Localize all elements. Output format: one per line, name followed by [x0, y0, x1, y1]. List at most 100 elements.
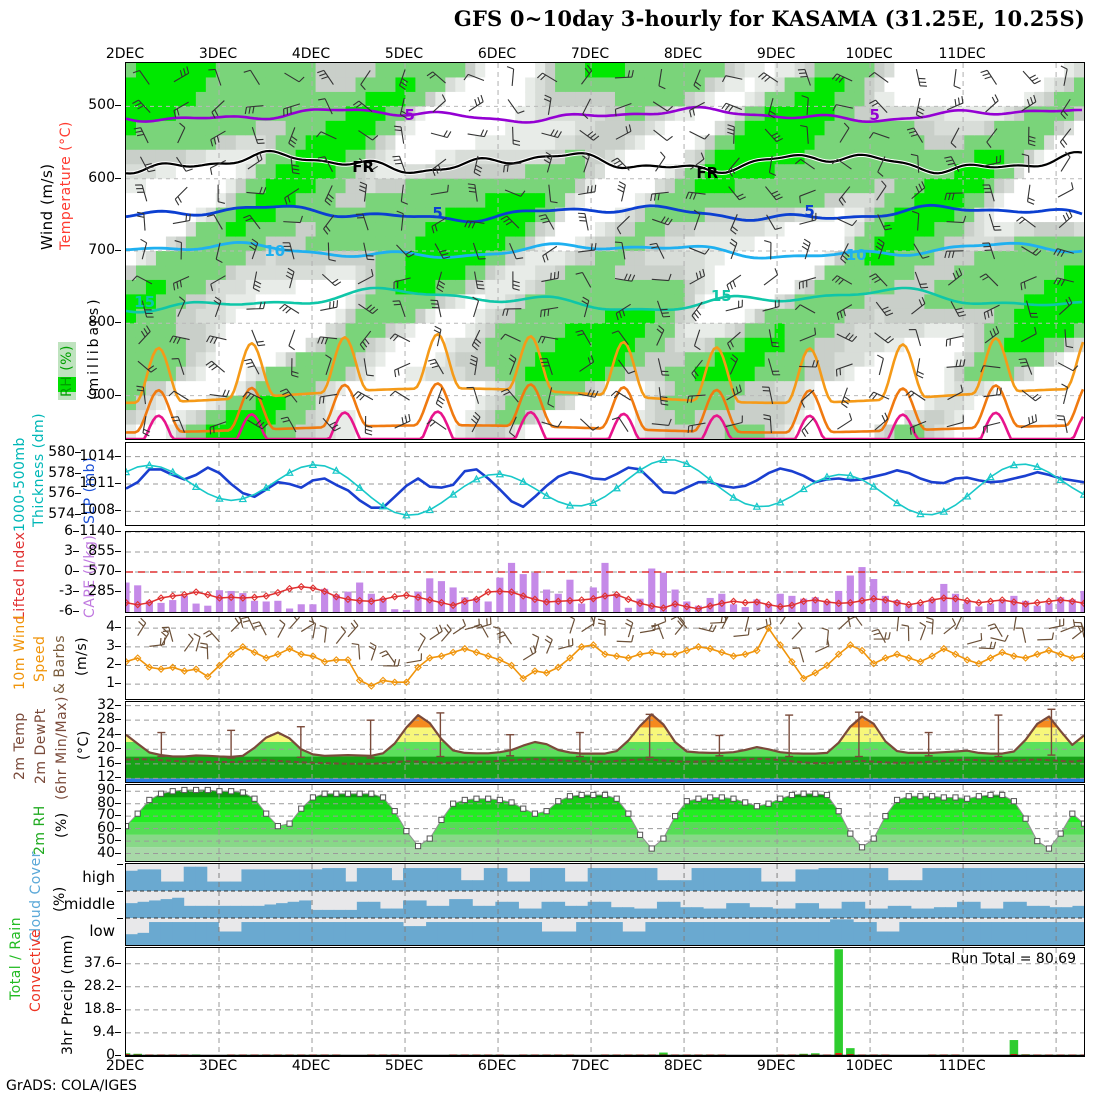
cloud-cover-panel[interactable] — [125, 863, 1085, 946]
y-tick-label: 28.2 — [83, 977, 115, 994]
date-tick-9dec: 9DEC — [756, 46, 796, 62]
contour-label: 10 — [845, 246, 867, 265]
run-total-text: Run Total = 80.69 — [951, 951, 1076, 967]
y-tick-mark — [73, 611, 79, 612]
y-tick-mark — [75, 513, 81, 515]
lifted-index-cape-panel[interactable] — [125, 531, 1085, 613]
cloud-row-tick — [117, 918, 123, 919]
y-tick-mark — [115, 802, 121, 804]
date-tick-4dec: 4DEC — [291, 46, 331, 62]
contour-label: 5 — [432, 204, 443, 223]
wind10m-label-1: 10m Wind — [12, 614, 28, 690]
y-tick-mark — [115, 483, 121, 484]
y-tick-mark — [115, 645, 121, 647]
rh2m-units-label: (%) — [54, 812, 70, 838]
y-tick-label: 9.4 — [92, 1023, 115, 1040]
y-tick-label: 576 — [48, 485, 75, 502]
y-tick-label: 80 — [97, 794, 115, 811]
y-tick-label: 285 — [88, 583, 115, 599]
y-tick-mark — [115, 510, 121, 512]
cloud-row-label-middle: middle — [63, 894, 115, 913]
y-tick-label: 28 — [97, 711, 115, 728]
y-tick-label: 40 — [97, 844, 115, 861]
y-tick-label: 12 — [97, 769, 115, 786]
y-tick-label: -3 — [59, 583, 73, 599]
y-tick-label: 4 — [106, 619, 115, 636]
rh2m-plot — [126, 785, 1084, 861]
wind10m-label-2: Speed — [32, 635, 48, 682]
cloud-row-label-low: low — [89, 921, 115, 940]
date-tick-3dec: 3DEC — [198, 46, 238, 62]
date-tick-6dec: 6DEC — [477, 1058, 517, 1074]
y-tick-label: 578 — [48, 464, 75, 481]
y-tick-label: 20 — [97, 740, 115, 757]
contour-label: 5 — [404, 106, 415, 125]
y-tick-label: 580 — [48, 444, 75, 461]
y-tick-mark — [115, 177, 121, 179]
y-tick-mark — [115, 777, 121, 779]
y-tick-mark — [115, 591, 121, 592]
minmax-label: (6hr Min/Max) — [54, 696, 70, 800]
temp2m-plot — [126, 702, 1084, 782]
y-tick-mark — [73, 531, 79, 532]
y-tick-mark — [115, 733, 121, 735]
y-tick-mark — [115, 531, 121, 532]
cloud-row-tick — [117, 864, 123, 865]
y-tick-label: 50 — [97, 832, 115, 849]
date-tick-3dec: 3DEC — [198, 1058, 238, 1074]
y-tick-mark — [115, 664, 121, 666]
y-tick-label: 1011 — [79, 475, 115, 491]
y-tick-label: 1 — [106, 675, 115, 692]
rh-axis-label: RH (%) — [58, 342, 76, 400]
y-tick-label: 500 — [88, 97, 115, 114]
y-tick-mark — [115, 250, 121, 251]
upper-air-panel[interactable]: 5 5 FR FR 5 5 10 10 15 15 — [125, 62, 1085, 440]
wind-barbs-label: & Barbs — [52, 635, 68, 694]
rh2m-panel[interactable] — [125, 784, 1085, 862]
thickness-label-2: Thickness (dm) — [31, 412, 47, 527]
y-tick-mark — [115, 719, 121, 721]
y-tick-label: 900 — [88, 386, 115, 403]
temp2m-panel[interactable] — [125, 701, 1085, 783]
temp2m-units-label: (°C) — [76, 730, 92, 760]
y-tick-label: 32 — [97, 696, 115, 713]
upper-air-plot — [126, 63, 1084, 439]
y-tick-mark — [115, 1008, 121, 1010]
temp2m-label: 2m Temp — [12, 712, 28, 780]
date-tick-8dec: 8DEC — [663, 46, 703, 62]
precip-axis-label: 3hr Precip (mm) — [60, 934, 76, 1055]
y-tick-mark — [73, 551, 79, 552]
y-tick-mark — [115, 840, 121, 842]
y-tick-mark — [115, 105, 121, 107]
convective-label: Convective — [28, 928, 44, 1012]
wind-axis-label: Wind (m/s) — [38, 163, 56, 250]
date-tick-7dec: 7DEC — [570, 46, 610, 62]
temperature-axis-label: Temperature (°C) — [58, 121, 74, 250]
y-tick-mark — [115, 762, 121, 764]
contour-label: 15 — [134, 292, 156, 311]
date-tick-11dec: 11DEC — [938, 1058, 986, 1074]
contour-label: 5 — [869, 106, 880, 125]
y-tick-mark — [115, 394, 121, 396]
thickness-slp-panel[interactable] — [125, 442, 1085, 526]
top-date-axis: 2DEC 3DEC 4DEC 5DEC 6DEC 7DEC 8DEC 9DEC 10DEC 11D… — [0, 46, 1100, 64]
y-tick-label: 18.8 — [83, 1000, 115, 1017]
y-tick-mark — [115, 1031, 121, 1033]
contour-label: 10 — [264, 242, 286, 260]
y-tick-label: 1140 — [79, 523, 115, 539]
page-title: GFS 0~10day 3-hourly for KASAMA (31.25E,… — [453, 6, 1085, 31]
total-rain-label: Total / Rain — [8, 916, 24, 1000]
thickness-slp-plot — [126, 443, 1084, 525]
y-tick-label: 855 — [88, 543, 115, 559]
y-tick-mark — [73, 591, 79, 592]
precip-panel[interactable]: Run Total = 80.69 — [125, 947, 1085, 1057]
wind10m-units-label: (m/s) — [74, 636, 90, 676]
y-tick-mark — [115, 551, 121, 552]
y-tick-label: 2 — [106, 656, 115, 673]
contour-label: FR — [696, 163, 719, 182]
date-tick-4dec: 4DEC — [291, 1058, 331, 1074]
contour-label: FR — [352, 158, 375, 177]
wind10m-panel[interactable] — [125, 616, 1085, 700]
y-tick-label: 60 — [97, 819, 115, 836]
y-tick-label: 70 — [97, 807, 115, 824]
